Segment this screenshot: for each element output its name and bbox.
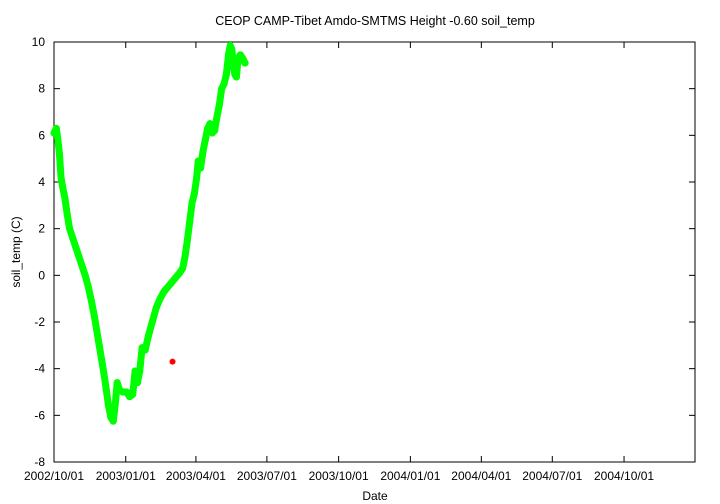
x-tick-label: 2003/07/01 bbox=[237, 469, 297, 483]
data-point bbox=[98, 355, 106, 363]
data-point bbox=[141, 346, 149, 354]
data-point bbox=[54, 136, 62, 144]
data-point bbox=[241, 59, 249, 67]
data-point bbox=[172, 274, 180, 282]
data-point bbox=[222, 71, 230, 79]
data-point bbox=[69, 234, 77, 242]
data-point bbox=[179, 264, 187, 272]
data-point bbox=[201, 136, 209, 144]
data-point bbox=[63, 211, 71, 219]
y-tick-label: 6 bbox=[38, 128, 45, 142]
data-point bbox=[164, 283, 172, 291]
x-axis-label: Date bbox=[362, 489, 388, 503]
y-tick-label: 8 bbox=[38, 82, 45, 96]
data-point bbox=[228, 45, 236, 53]
data-point bbox=[181, 253, 189, 261]
data-point bbox=[84, 283, 92, 291]
data-point bbox=[211, 127, 219, 135]
x-tick-label: 2004/01/01 bbox=[380, 469, 440, 483]
data-point bbox=[75, 253, 83, 261]
data-point bbox=[193, 173, 201, 181]
data-point bbox=[81, 271, 89, 279]
data-point bbox=[93, 327, 101, 335]
data-point bbox=[190, 190, 198, 198]
series-0-line bbox=[50, 42, 249, 425]
data-point bbox=[220, 80, 228, 88]
data-point bbox=[59, 183, 67, 191]
data-point bbox=[66, 225, 74, 233]
data-point bbox=[188, 199, 196, 207]
series-layer bbox=[50, 42, 249, 425]
y-tick-label: 4 bbox=[38, 175, 45, 189]
data-point bbox=[52, 124, 60, 132]
x-tick-label: 2003/04/01 bbox=[166, 469, 226, 483]
y-tick-label: -8 bbox=[34, 455, 45, 469]
x-tick-label: 2003/01/01 bbox=[96, 469, 156, 483]
data-point bbox=[136, 367, 144, 375]
data-point bbox=[113, 379, 121, 387]
x-tick-label: 2004/07/01 bbox=[522, 469, 582, 483]
y-tick-label: 10 bbox=[32, 35, 46, 49]
data-point bbox=[87, 297, 95, 305]
y-axis: 10 8 6 4 2 0 -2 -4 -6 -8 bbox=[32, 35, 695, 469]
data-point bbox=[61, 194, 69, 202]
data-point bbox=[91, 313, 99, 321]
data-point bbox=[232, 73, 240, 81]
data-point bbox=[112, 397, 120, 405]
y-tick-label: 2 bbox=[38, 222, 45, 236]
data-point bbox=[100, 369, 108, 377]
y-tick-label: -2 bbox=[34, 315, 45, 329]
data-point bbox=[55, 150, 63, 158]
data-point bbox=[160, 288, 168, 296]
data-point bbox=[109, 417, 117, 425]
y-tick-label: -6 bbox=[34, 408, 45, 422]
x-tick-label: 2004/10/01 bbox=[594, 469, 654, 483]
data-point bbox=[229, 61, 237, 69]
data-point bbox=[102, 386, 110, 394]
data-point bbox=[78, 262, 86, 270]
x-tick-label: 2004/04/01 bbox=[451, 469, 511, 483]
data-point bbox=[95, 341, 103, 349]
data-point bbox=[186, 218, 194, 226]
data-point bbox=[129, 390, 137, 398]
data-point bbox=[213, 113, 221, 121]
data-point bbox=[72, 243, 80, 251]
data-point bbox=[105, 402, 113, 410]
data-point bbox=[144, 332, 152, 340]
x-tick-label: 2002/10/01 bbox=[24, 469, 84, 483]
plot-area bbox=[53, 41, 696, 463]
data-point bbox=[169, 358, 176, 365]
data-point bbox=[156, 295, 164, 303]
data-point bbox=[199, 148, 207, 156]
data-point bbox=[148, 318, 156, 326]
data-point bbox=[168, 278, 176, 286]
data-point bbox=[57, 173, 65, 181]
y-tick-label: 0 bbox=[38, 268, 45, 282]
chart-title: CEOP CAMP-Tibet Amdo-SMTMS Height -0.60 … bbox=[215, 14, 535, 28]
data-point bbox=[183, 236, 191, 244]
data-point bbox=[206, 120, 214, 128]
data-point bbox=[194, 157, 202, 165]
data-point bbox=[133, 379, 141, 387]
y-axis-label: soil_temp (C) bbox=[9, 216, 23, 287]
data-point bbox=[152, 304, 160, 312]
y-tick-label: -4 bbox=[34, 362, 45, 376]
x-axis: 2002/10/01 2003/01/01 2003/04/01 2003/07/01… bbox=[24, 42, 654, 483]
data-point bbox=[215, 101, 223, 109]
x-tick-label: 2003/10/01 bbox=[309, 469, 369, 483]
data-point bbox=[197, 164, 205, 172]
